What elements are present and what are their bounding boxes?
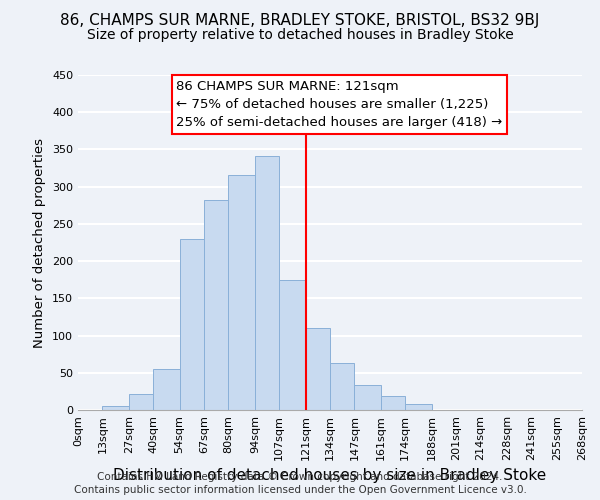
Bar [305, 328, 330, 410]
Text: 86, CHAMPS SUR MARNE, BRADLEY STOKE, BRISTOL, BS32 9BJ: 86, CHAMPS SUR MARNE, BRADLEY STOKE, BRI… [61, 12, 539, 28]
Bar [381, 396, 405, 410]
Bar [129, 394, 153, 410]
Y-axis label: Number of detached properties: Number of detached properties [34, 138, 46, 348]
Bar [405, 404, 431, 410]
Text: Contains HM Land Registry data © Crown copyright and database right 2024.: Contains HM Land Registry data © Crown c… [97, 472, 503, 482]
Bar [179, 239, 204, 410]
Text: 86 CHAMPS SUR MARNE: 121sqm
← 75% of detached houses are smaller (1,225)
25% of : 86 CHAMPS SUR MARNE: 121sqm ← 75% of det… [176, 80, 503, 129]
Bar [103, 406, 129, 410]
Bar [229, 175, 255, 410]
Text: Contains public sector information licensed under the Open Government Licence v3: Contains public sector information licen… [74, 485, 526, 495]
Bar [255, 156, 279, 410]
Bar [355, 386, 381, 410]
Text: Size of property relative to detached houses in Bradley Stoke: Size of property relative to detached ho… [86, 28, 514, 42]
Bar [330, 363, 355, 410]
Bar [204, 200, 229, 410]
X-axis label: Distribution of detached houses by size in Bradley Stoke: Distribution of detached houses by size … [113, 468, 547, 483]
Bar [153, 369, 179, 410]
Bar [279, 280, 305, 410]
